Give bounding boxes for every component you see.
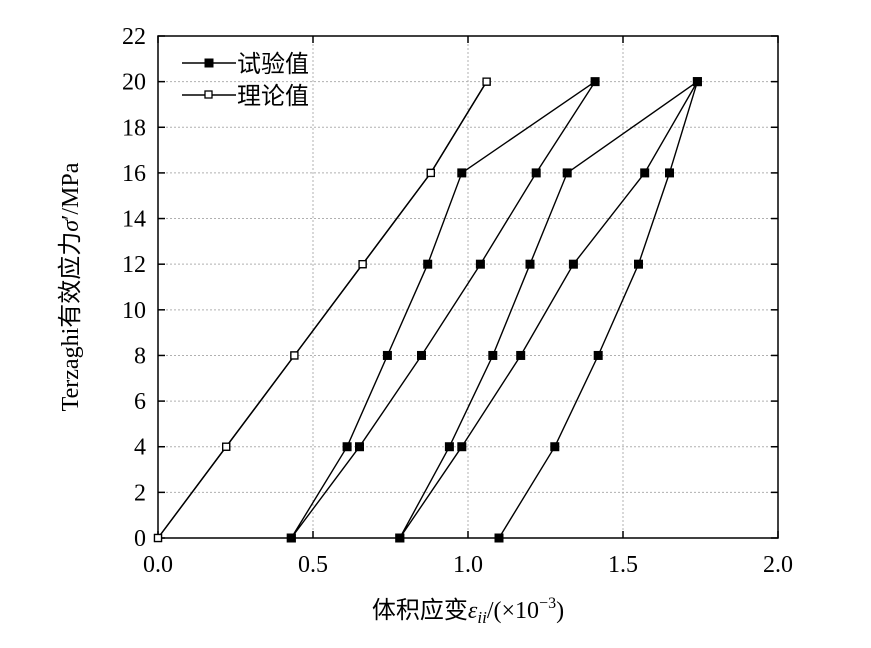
x-tick-label: 2.0 [763,552,793,578]
data-point-experimental [395,533,405,543]
y-tick-label: 20 [122,70,146,96]
x-tick-label: 0.5 [298,552,328,578]
x-tick-label: 1.0 [453,552,483,578]
x-tick-label: 1.5 [608,552,638,578]
legend-marker-experimental [204,58,214,68]
y-axis-symbol: σ [58,219,84,232]
legend-label-experimental: 试验值 [237,51,309,78]
x-axis-unit: /(×10 [487,598,539,624]
data-point-experimental [593,350,603,360]
data-point-experimental [531,168,541,178]
data-point-theoretical [426,168,435,178]
data-point-experimental [568,259,578,269]
x-axis-unit-close: ) [556,598,564,624]
series-line [157,81,488,539]
data-point-experimental [634,259,643,269]
data-point-theoretical [358,260,367,269]
y-tick-label: 2 [134,480,146,506]
data-point-experimental [590,77,600,87]
data-point-experimental [423,259,433,269]
x-axis-subscript: ii [477,608,487,627]
x-axis-label: 体积应变 [372,597,468,624]
data-point-experimental [457,168,467,178]
data-point-experimental [550,442,560,452]
x-axis-symbol: ε [468,598,478,624]
data-point-experimental [692,77,702,87]
y-axis-label: Terzaghi有效应力 [57,232,84,412]
data-point-experimental [286,533,296,543]
data-point-experimental [342,442,352,452]
y-axis-title: Terzaghi有效应力σ′/MPa [57,162,84,411]
data-point-theoretical [153,533,163,543]
data-point-experimental [516,350,526,360]
x-tick-label: 0.0 [143,552,173,578]
data-point-experimental [562,168,572,178]
y-tick-label: 14 [122,207,146,233]
series-layer [153,77,702,543]
y-tick-label: 12 [122,252,146,278]
data-point-theoretical [290,351,299,360]
data-point-experimental [665,168,674,178]
data-point-experimental [417,350,426,360]
data-point-experimental [355,442,364,452]
data-point-experimental [525,259,535,269]
series-0 [286,77,600,543]
grid-layer [158,36,778,538]
legend-marker-theoretical [204,90,213,99]
series-line [498,81,699,539]
data-point-theoretical [222,442,231,451]
legend-label-theoretical: 理论值 [237,83,309,110]
y-tick-label: 6 [134,389,146,415]
y-axis-unit: /MPa [58,162,84,214]
y-tick-label: 4 [134,435,146,461]
data-point-experimental [475,259,485,269]
y-tick-label: 0 [134,526,146,552]
legend: 试验值 理论值 [182,51,309,110]
data-point-experimental [494,533,504,543]
y-axis-prime: ′ [58,215,84,220]
data-point-experimental [457,442,467,452]
y-tick-label: 16 [122,161,146,187]
y-tick-label: 8 [134,343,146,369]
y-tick-label: 18 [122,115,146,141]
data-point-theoretical [482,77,491,86]
y-tick-label: 10 [122,298,146,324]
series-2 [494,77,702,543]
series-4 [153,77,491,543]
x-axis-title: 体积应变εii/(×10−3) [372,595,564,627]
y-tick-label: 22 [122,24,146,50]
tick-layer: 0.0 0.5 1.0 1.5 2.0 0 2 4 6 8 10 12 14 16 18 20 22 [122,24,793,578]
data-point-experimental [382,350,392,360]
data-point-experimental [640,168,650,178]
data-point-experimental [444,442,454,452]
x-axis-unit-exponent: −3 [539,595,556,612]
data-point-experimental [488,350,498,360]
